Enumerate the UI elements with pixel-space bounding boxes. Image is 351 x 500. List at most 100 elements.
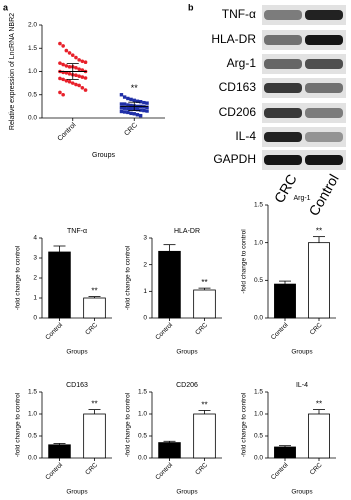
y-tick-label: 2.0	[28, 22, 37, 29]
dot	[129, 107, 133, 111]
dot	[64, 79, 69, 83]
bar	[83, 413, 106, 459]
dot	[70, 81, 75, 85]
dot	[142, 108, 146, 113]
dot	[80, 75, 85, 79]
y-tick-label: 1.5	[28, 389, 37, 396]
dot	[83, 76, 88, 80]
bar	[308, 242, 330, 319]
x-axis-label: Groups	[291, 349, 313, 356]
y-tick-label: 3	[33, 255, 37, 262]
dot	[135, 113, 140, 117]
y-tick-label: 1.5	[28, 45, 37, 52]
bar	[193, 413, 216, 459]
y-tick-label: 1.0	[254, 239, 263, 246]
y-tick-label: 0.0	[254, 315, 263, 322]
y-tick-label: 0.5	[28, 433, 37, 440]
dot	[77, 74, 81, 78]
y-axis-label: -fold change to control	[125, 245, 132, 310]
dot	[58, 41, 62, 46]
dot	[67, 79, 72, 84]
bar	[158, 250, 181, 319]
dot	[61, 44, 65, 48]
annotation: **	[91, 400, 97, 409]
dot	[70, 53, 75, 58]
x-axis-label: Groups	[92, 152, 115, 159]
bar	[274, 283, 296, 319]
dot	[74, 73, 78, 78]
dot	[135, 107, 140, 112]
dot	[58, 76, 62, 81]
dot	[122, 110, 127, 114]
blot-row-label: TNF-α	[222, 7, 256, 21]
dot	[129, 97, 133, 102]
annotation: **	[316, 227, 322, 236]
y-tick-label: 0.0	[28, 115, 37, 122]
panel-label: a	[3, 2, 9, 12]
annotation: **	[91, 287, 97, 296]
blot-row-label: Arg-1	[227, 56, 257, 70]
dot	[145, 101, 149, 105]
x-axis-label: Groups	[66, 489, 88, 496]
y-tick-label: 2	[143, 261, 147, 268]
y-tick-label: 1.0	[28, 68, 37, 75]
bar	[48, 444, 71, 459]
dot	[126, 103, 130, 107]
blot-band	[264, 83, 302, 93]
dot	[74, 82, 78, 87]
annotation: **	[316, 400, 322, 409]
y-tick-label: 0.0	[28, 455, 37, 462]
blot-band	[264, 35, 302, 45]
dot	[61, 62, 65, 67]
bar	[83, 297, 106, 319]
y-axis-label: Relative expression of LncRNA NBR2	[9, 13, 16, 130]
y-tick-label: 1.0	[28, 411, 37, 418]
x-axis-label: Groups	[176, 489, 198, 496]
dot	[58, 90, 62, 95]
panel-label: b	[188, 2, 194, 12]
chart-title: TNF-α	[67, 228, 87, 235]
annotation: **	[131, 83, 139, 93]
dot	[74, 65, 78, 70]
dot	[122, 106, 127, 110]
dot	[142, 100, 146, 105]
annotation: **	[201, 278, 207, 287]
y-tick-label: 0.5	[254, 277, 263, 284]
y-tick-label: 1.0	[138, 411, 147, 418]
chart-title: CD163	[66, 382, 88, 389]
y-axis-label: -fold change to control	[125, 392, 132, 457]
dot	[126, 96, 130, 101]
dot	[138, 108, 143, 112]
chart-title: CD206	[176, 382, 198, 389]
blot-row-label: CD163	[219, 80, 257, 94]
dot	[61, 77, 65, 82]
y-tick-label: 1.5	[254, 202, 263, 209]
dot	[77, 67, 81, 71]
y-tick-label: 0.5	[28, 91, 37, 98]
dot	[83, 60, 88, 64]
dot	[77, 83, 81, 88]
y-tick-label: 0.5	[138, 433, 147, 440]
blot-band	[305, 108, 343, 118]
blot-band	[305, 83, 343, 93]
y-tick-label: 0.5	[254, 433, 263, 440]
blot-band	[264, 59, 302, 69]
dot	[77, 58, 81, 62]
dot	[129, 103, 133, 108]
y-axis-label: -fold change to control	[241, 392, 248, 457]
chart-title: HLA-DR	[174, 228, 200, 235]
dot	[67, 72, 72, 76]
x-axis-label: Groups	[176, 349, 198, 356]
blot-band	[305, 155, 343, 165]
y-tick-label: 0	[33, 315, 37, 322]
annotation: **	[201, 401, 207, 410]
blot-row-label: GAPDH	[213, 152, 256, 166]
dot	[126, 110, 130, 115]
dot	[67, 51, 72, 55]
y-tick-label: 1.5	[138, 389, 147, 396]
blot-row-label: HLA-DR	[211, 32, 256, 46]
dot	[132, 112, 136, 116]
blot-band	[264, 10, 302, 20]
